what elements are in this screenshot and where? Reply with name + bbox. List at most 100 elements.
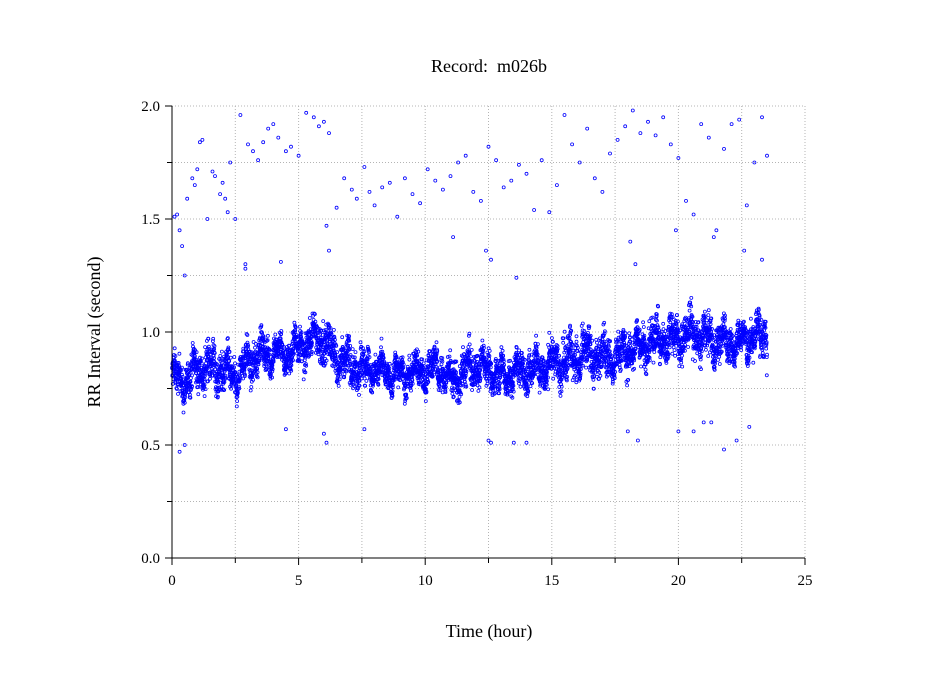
data-point — [331, 348, 336, 353]
data-point — [352, 355, 357, 360]
data-point — [639, 364, 643, 369]
data-point — [704, 318, 709, 323]
data-point — [228, 355, 233, 360]
data-point — [271, 358, 276, 363]
data-point — [353, 350, 358, 355]
data-point — [343, 363, 348, 367]
data-point — [335, 350, 340, 355]
data-point — [331, 327, 336, 332]
data-point — [443, 390, 448, 395]
data-point — [190, 384, 194, 389]
data-point — [390, 389, 395, 394]
data-point — [227, 359, 232, 364]
data-point — [344, 369, 349, 374]
data-point — [203, 345, 208, 350]
data-point — [322, 340, 327, 345]
data-point — [210, 369, 215, 374]
data-point — [672, 348, 677, 353]
data-point — [297, 346, 302, 351]
data-point — [234, 404, 239, 409]
data-point — [174, 387, 179, 391]
data-point — [282, 353, 287, 358]
data-point — [673, 353, 677, 358]
data-point — [401, 362, 406, 367]
data-point — [407, 353, 412, 358]
data-point — [386, 368, 391, 373]
data-point — [346, 343, 351, 348]
data-point — [327, 325, 332, 330]
data-point — [225, 336, 230, 341]
data-point — [417, 375, 422, 380]
data-point — [447, 354, 452, 359]
data-point — [317, 348, 322, 353]
data-point — [373, 352, 378, 357]
data-point — [716, 357, 720, 362]
data-point — [291, 358, 295, 363]
data-point — [309, 352, 314, 357]
data-point — [334, 343, 339, 348]
data-point — [265, 338, 270, 343]
data-point — [245, 333, 250, 337]
data-point — [202, 373, 207, 378]
data-point — [487, 348, 492, 353]
data-point — [217, 385, 222, 390]
data-point — [527, 347, 532, 352]
data-point — [687, 308, 692, 313]
data-point — [437, 384, 442, 388]
data-point — [247, 349, 252, 354]
data-point — [188, 379, 193, 384]
data-point — [304, 363, 309, 368]
data-point — [274, 337, 279, 342]
data-point — [448, 348, 453, 353]
data-point — [217, 387, 222, 392]
data-point — [215, 394, 220, 399]
data-point — [680, 364, 685, 369]
data-point — [215, 362, 219, 367]
data-point — [416, 349, 421, 354]
data-point — [291, 352, 296, 357]
data-point — [196, 392, 201, 397]
data-point — [413, 356, 418, 361]
data-point — [670, 351, 675, 356]
data-point — [535, 372, 540, 377]
data-point — [293, 325, 298, 330]
data-point — [204, 367, 209, 371]
data-point — [307, 316, 312, 320]
data-point — [360, 346, 365, 351]
data-point — [421, 361, 426, 366]
data-point — [379, 345, 383, 350]
data-point — [366, 348, 371, 353]
data-point — [283, 370, 288, 375]
data-point — [251, 377, 256, 382]
data-point — [176, 391, 180, 396]
data-point — [310, 340, 314, 345]
data-point — [259, 324, 264, 329]
data-point — [404, 392, 409, 397]
data-point — [348, 343, 353, 348]
data-point — [661, 321, 666, 326]
data-point — [598, 373, 603, 378]
data-point — [208, 376, 212, 381]
data-point — [335, 380, 340, 385]
data-point — [329, 331, 334, 336]
data-point — [574, 339, 579, 344]
data-point — [277, 355, 282, 359]
data-point — [340, 335, 345, 340]
data-point — [238, 376, 243, 381]
data-point — [409, 381, 414, 386]
data-point — [704, 347, 708, 352]
data-point — [561, 340, 566, 345]
data-point — [558, 393, 563, 398]
data-point — [467, 342, 472, 347]
data-point — [418, 382, 423, 387]
data-point — [257, 358, 262, 363]
data-point — [321, 319, 326, 324]
data-point — [361, 352, 366, 357]
data-point — [643, 367, 648, 372]
data-point — [706, 354, 711, 358]
data-point — [381, 355, 386, 360]
data-point — [309, 343, 314, 348]
data-point — [440, 356, 445, 361]
data-point — [379, 336, 384, 341]
